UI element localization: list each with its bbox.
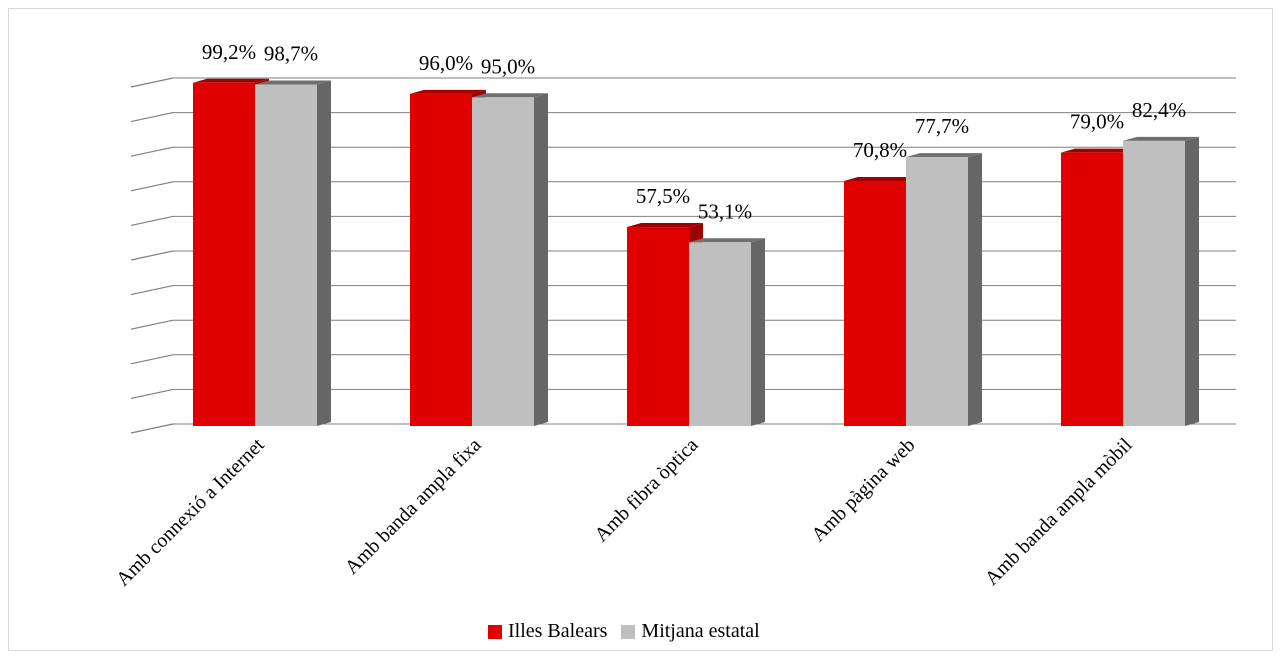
legend-item-series-2: Mitjana estatal [621, 620, 760, 643]
category-label: Amb banda ampla fixa [341, 434, 486, 579]
category-label: Amb pàgina web [807, 434, 919, 546]
bars [193, 78, 1199, 427]
data-label: 77,7% [915, 114, 969, 138]
bar-top [906, 153, 982, 158]
bar [255, 84, 317, 427]
legend-item-series-1: Illes Balears [488, 620, 607, 643]
data-labels: 99,2% 96,0% 57,5% 70,8% 79,0% 98,7% 95,0% 53,1%… [202, 40, 1186, 224]
bar-top [844, 177, 920, 182]
bar-side [751, 238, 765, 426]
bar-side [968, 153, 982, 426]
gridline-depth [130, 215, 174, 226]
bar [193, 82, 255, 426]
legend-swatch-series-2 [621, 624, 636, 639]
legend-label-series-1: Illes Balears [508, 620, 608, 642]
gridline-depth [130, 77, 174, 88]
bar-top [255, 80, 331, 85]
legend-swatch-series-1 [488, 624, 502, 639]
data-label: 95,0% [481, 54, 535, 78]
bar [906, 157, 968, 426]
bar-top [193, 78, 269, 83]
bar-top [1061, 148, 1137, 153]
data-label: 70,8% [853, 138, 907, 162]
gridline-depth [130, 319, 174, 330]
category-labels: Amb connexió a Internet Amb banda ampla f… [112, 434, 1137, 591]
data-label: 53,1% [698, 199, 752, 223]
bar [627, 227, 689, 426]
gridline-depth [130, 146, 174, 157]
bar [689, 242, 751, 426]
bar [410, 93, 472, 426]
bar [472, 97, 534, 427]
gridline-depth [130, 423, 174, 434]
bar-top [410, 89, 486, 94]
data-label: 79,0% [1070, 110, 1124, 134]
bar-side [534, 93, 548, 427]
gridline-depth [130, 285, 174, 296]
data-label: 99,2% [202, 40, 256, 64]
data-label: 57,5% [636, 184, 690, 208]
bar-side [1185, 136, 1199, 426]
legend-label-series-2: Mitjana estatal [641, 620, 760, 642]
bar-top [1123, 136, 1199, 141]
gridline-depth [130, 112, 174, 123]
bar-top [472, 93, 548, 98]
category-label: Amb connexió a Internet [112, 434, 269, 591]
bar [844, 181, 906, 426]
legend: Illes Balears Mitjana estatal [488, 620, 774, 643]
data-label: 98,7% [264, 41, 318, 65]
category-label: Amb banda ampla mòbil [981, 434, 1137, 590]
category-label: Amb fibra òptica [590, 434, 702, 546]
bar-side [317, 80, 331, 427]
bar [1061, 152, 1123, 426]
gridline-depth [130, 250, 174, 261]
bar [1123, 140, 1185, 426]
bar-top [689, 238, 765, 243]
gridline-depth [130, 354, 174, 365]
gridline-depth [130, 388, 174, 399]
bar-top [627, 223, 703, 228]
gridline-depth [130, 181, 174, 192]
data-label: 96,0% [419, 51, 473, 75]
data-label: 82,4% [1132, 98, 1186, 122]
